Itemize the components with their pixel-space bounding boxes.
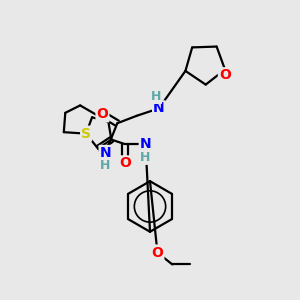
- Text: N: N: [140, 137, 152, 151]
- Text: O: O: [219, 68, 231, 82]
- Text: O: O: [97, 107, 108, 121]
- Text: O: O: [119, 156, 131, 170]
- Text: N: N: [100, 146, 111, 160]
- Text: S: S: [81, 127, 91, 141]
- Text: H: H: [140, 151, 151, 164]
- Text: O: O: [152, 245, 164, 260]
- Text: N: N: [153, 101, 165, 116]
- Text: H: H: [100, 159, 111, 172]
- Text: H: H: [151, 90, 161, 103]
